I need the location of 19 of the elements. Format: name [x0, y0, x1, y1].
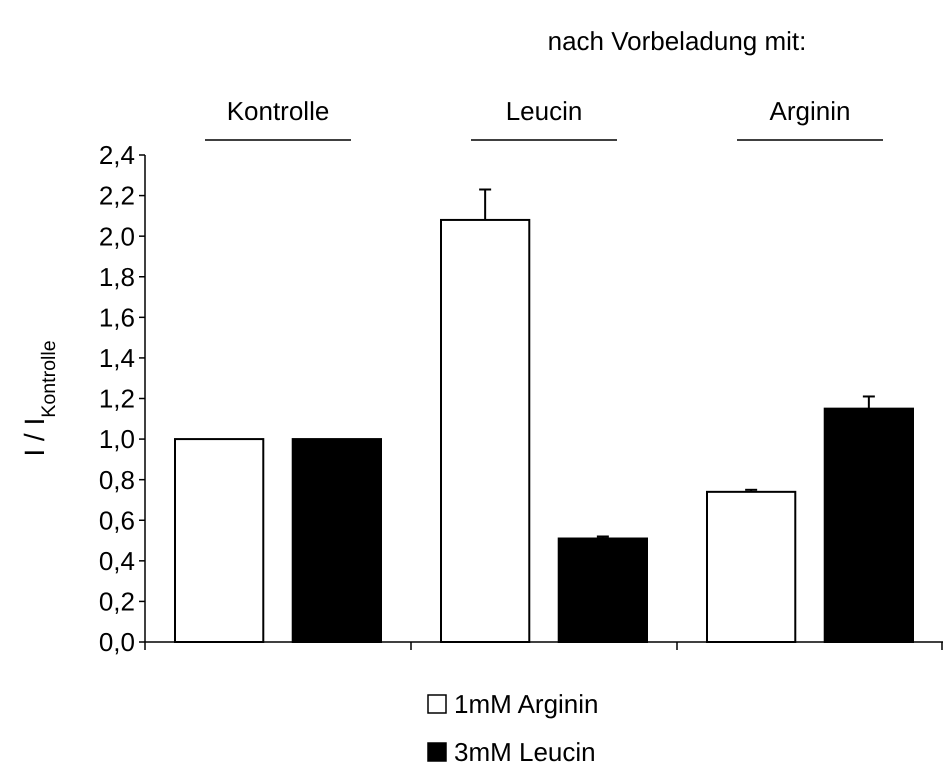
y-tick-label: 0,6 [98, 505, 135, 536]
y-tick-label: 1,4 [98, 343, 135, 374]
y-tick-label: 0,4 [98, 546, 135, 576]
y-tick-label: 0,0 [98, 627, 135, 658]
y-tick-label: 2,2 [98, 180, 135, 211]
x-tick-label: Leucin [506, 96, 582, 126]
y-tick-label: 2,0 [98, 221, 135, 252]
y-tick-label: 0,2 [98, 586, 135, 617]
y-tick-label: 1,0 [98, 424, 135, 454]
x-tick-label: Arginin [770, 96, 850, 126]
legend-label: 1mM Arginin [454, 689, 598, 719]
y-tick-label: 1,2 [98, 384, 135, 414]
x-tick-label: Kontrolle [226, 96, 330, 126]
y-tick-label: 1,8 [98, 262, 135, 292]
y-tick-label: 0,8 [98, 464, 135, 495]
y-tick-label: 1,6 [98, 302, 135, 332]
y-tick-label: 2,4 [98, 140, 135, 170]
legend-label: 3mM Leucin [454, 737, 596, 767]
chart-title: nach Vorbeladung mit: [548, 26, 806, 56]
